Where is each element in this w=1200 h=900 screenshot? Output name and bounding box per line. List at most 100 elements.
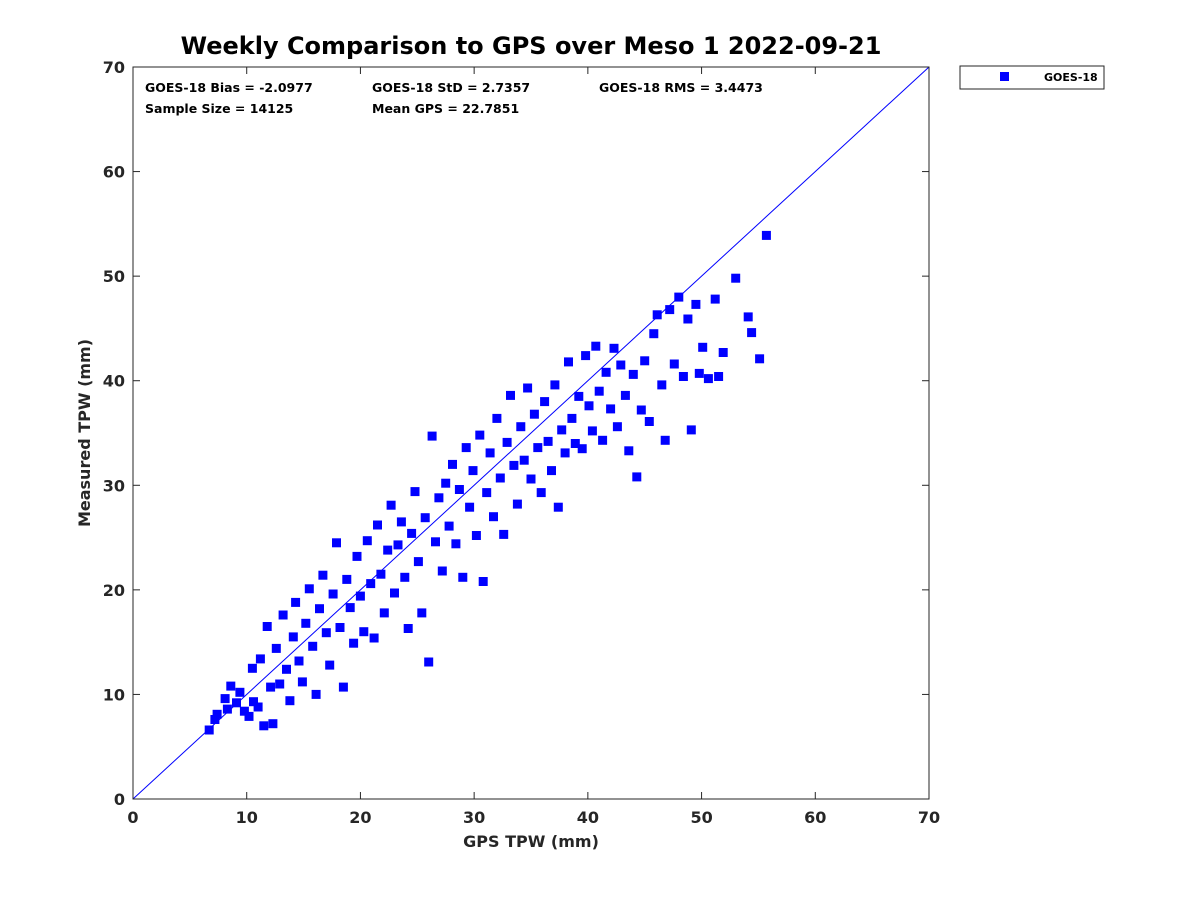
data-point <box>325 660 335 670</box>
data-point <box>437 566 447 576</box>
x-axis-label: GPS TPW (mm) <box>463 832 599 851</box>
data-point <box>352 551 362 561</box>
data-point <box>390 588 399 598</box>
data-point <box>612 422 622 432</box>
data-point <box>591 341 601 351</box>
data-point <box>383 545 393 555</box>
y-tick-label: 0 <box>114 790 125 809</box>
data-point <box>594 386 604 396</box>
data-point <box>278 610 288 620</box>
data-point <box>718 348 728 357</box>
data-point <box>262 622 272 631</box>
data-point <box>703 374 713 384</box>
axis-ticks: 0 10 20 30 40 50 60 70 0 10 20 30 40 50 60 70 <box>103 58 940 827</box>
data-point <box>244 711 254 721</box>
y-axis-label: Measured TPW (mm) <box>75 339 94 527</box>
data-point <box>226 681 236 691</box>
x-tick-label: 0 <box>127 808 138 827</box>
data-point <box>275 679 285 689</box>
data-point <box>543 436 553 446</box>
data-point <box>523 383 533 393</box>
data-point <box>506 390 515 400</box>
data-point <box>451 539 461 549</box>
data-point <box>584 401 594 411</box>
data-point <box>328 589 338 599</box>
data-point <box>413 557 423 567</box>
legend: GOES-18 <box>959 65 1105 90</box>
data-point <box>652 310 662 320</box>
data-point <box>431 537 440 547</box>
data-point <box>640 356 650 366</box>
stat-bias: GOES-18 Bias = -2.0977 <box>145 80 313 95</box>
data-point <box>235 687 245 697</box>
data-point <box>448 459 457 469</box>
data-point <box>550 380 560 390</box>
data-point <box>407 528 417 538</box>
data-point <box>649 329 659 339</box>
y-tick-label: 40 <box>103 372 125 391</box>
data-point <box>636 405 646 415</box>
data-point <box>587 426 597 436</box>
data-point <box>616 360 626 370</box>
data-point <box>567 413 577 423</box>
data-point <box>366 579 376 589</box>
data-point <box>710 294 720 304</box>
y-tick-label: 70 <box>103 58 125 77</box>
data-point <box>502 437 512 447</box>
data-point <box>369 633 379 643</box>
stats-annotations: GOES-18 Bias = -2.0977 GOES-18 StD = 2.73… <box>145 80 763 116</box>
data-point <box>441 478 451 488</box>
data-point <box>529 409 539 419</box>
data-point <box>376 569 386 579</box>
data-point <box>499 529 509 539</box>
data-point <box>271 643 281 653</box>
data-point <box>691 299 701 309</box>
data-point <box>434 493 444 503</box>
data-point <box>553 502 563 512</box>
data-point <box>396 517 406 527</box>
data-point <box>282 664 291 674</box>
data-point <box>304 584 314 594</box>
data-point <box>606 404 616 414</box>
data-point <box>403 624 413 633</box>
data-point <box>471 531 481 540</box>
stat-std: GOES-18 StD = 2.7357 <box>372 80 530 95</box>
data-point <box>444 521 454 531</box>
data-point <box>315 604 324 614</box>
stat-rms: GOES-18 RMS = 3.4473 <box>599 80 763 95</box>
data-point <box>386 500 396 510</box>
data-point <box>574 391 584 401</box>
data-point <box>747 328 757 338</box>
y-tick-label: 60 <box>103 163 125 182</box>
data-point <box>516 422 526 432</box>
data-point <box>660 435 670 445</box>
data-point <box>393 540 403 550</box>
data-point <box>458 572 468 582</box>
data-point <box>222 704 232 714</box>
stat-sample: Sample Size = 14125 <box>145 101 293 116</box>
data-point <box>338 682 348 692</box>
data-point <box>335 623 345 632</box>
data-point <box>355 591 365 601</box>
data-point <box>362 536 372 546</box>
data-point <box>485 448 495 458</box>
data-point <box>519 455 529 465</box>
data-point <box>657 380 667 390</box>
stat-mean: Mean GPS = 22.7851 <box>372 101 519 116</box>
y-tick-label: 50 <box>103 267 125 286</box>
data-point <box>345 603 355 613</box>
data-point <box>321 628 331 638</box>
x-tick-label: 30 <box>463 808 485 827</box>
data-point <box>683 314 693 324</box>
data-point <box>620 390 630 400</box>
x-tick-label: 40 <box>577 808 599 827</box>
data-point <box>253 702 263 712</box>
data-point <box>495 473 505 483</box>
data-point <box>400 572 410 582</box>
data-point <box>410 487 420 497</box>
data-point <box>210 715 220 724</box>
data-point <box>288 632 298 642</box>
data-point <box>547 466 556 476</box>
